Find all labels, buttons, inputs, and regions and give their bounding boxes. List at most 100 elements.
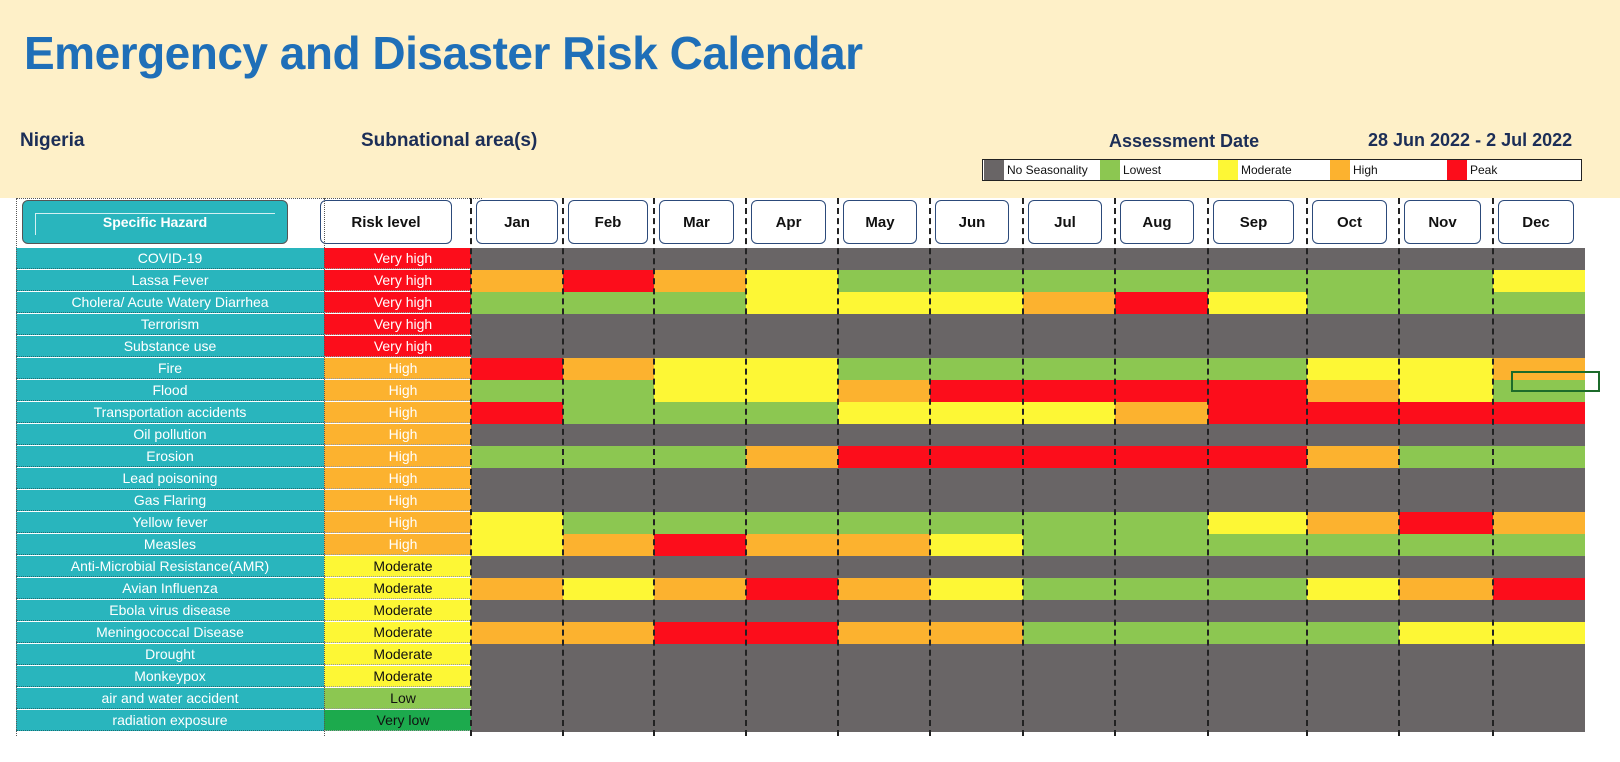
month-cell-apr[interactable] bbox=[746, 622, 838, 644]
month-cell-jan[interactable] bbox=[471, 534, 563, 556]
month-cell-may[interactable] bbox=[838, 622, 930, 644]
month-cell-mar[interactable] bbox=[654, 292, 746, 314]
month-cell-dec[interactable] bbox=[1493, 556, 1585, 578]
month-cell-dec[interactable] bbox=[1493, 358, 1585, 380]
month-cell-oct[interactable] bbox=[1307, 292, 1399, 314]
month-cell-oct[interactable] bbox=[1307, 644, 1399, 666]
risk-level-button[interactable]: Risk level bbox=[320, 200, 452, 244]
month-cell-jan[interactable] bbox=[471, 468, 563, 490]
month-cell-mar[interactable] bbox=[654, 710, 746, 732]
month-cell-sep[interactable] bbox=[1208, 600, 1307, 622]
month-cell-nov[interactable] bbox=[1399, 270, 1493, 292]
month-cell-jun[interactable] bbox=[930, 424, 1023, 446]
month-cell-feb[interactable] bbox=[563, 380, 654, 402]
month-cell-mar[interactable] bbox=[654, 446, 746, 468]
month-cell-jun[interactable] bbox=[930, 710, 1023, 732]
month-cell-oct[interactable] bbox=[1307, 270, 1399, 292]
month-cell-sep[interactable] bbox=[1208, 490, 1307, 512]
month-cell-mar[interactable] bbox=[654, 490, 746, 512]
month-cell-feb[interactable] bbox=[563, 402, 654, 424]
month-cell-nov[interactable] bbox=[1399, 490, 1493, 512]
month-cell-may[interactable] bbox=[838, 710, 930, 732]
month-cell-mar[interactable] bbox=[654, 468, 746, 490]
month-cell-jul[interactable] bbox=[1023, 644, 1115, 666]
month-cell-sep[interactable] bbox=[1208, 578, 1307, 600]
month-cell-aug[interactable] bbox=[1115, 490, 1208, 512]
month-cell-oct[interactable] bbox=[1307, 666, 1399, 688]
month-cell-sep[interactable] bbox=[1208, 644, 1307, 666]
month-cell-jul[interactable] bbox=[1023, 270, 1115, 292]
month-cell-aug[interactable] bbox=[1115, 578, 1208, 600]
month-cell-may[interactable] bbox=[838, 666, 930, 688]
month-cell-apr[interactable] bbox=[746, 490, 838, 512]
month-cell-sep[interactable] bbox=[1208, 710, 1307, 732]
month-cell-may[interactable] bbox=[838, 688, 930, 710]
month-cell-dec[interactable] bbox=[1493, 534, 1585, 556]
month-cell-aug[interactable] bbox=[1115, 468, 1208, 490]
month-header-mar[interactable]: Mar bbox=[659, 200, 734, 244]
month-cell-jun[interactable] bbox=[930, 622, 1023, 644]
month-cell-jan[interactable] bbox=[471, 710, 563, 732]
month-cell-aug[interactable] bbox=[1115, 622, 1208, 644]
month-header-aug[interactable]: Aug bbox=[1120, 200, 1194, 244]
month-cell-oct[interactable] bbox=[1307, 248, 1399, 270]
month-cell-sep[interactable] bbox=[1208, 270, 1307, 292]
month-cell-apr[interactable] bbox=[746, 292, 838, 314]
month-header-sep[interactable]: Sep bbox=[1213, 200, 1294, 244]
month-cell-aug[interactable] bbox=[1115, 270, 1208, 292]
month-cell-sep[interactable] bbox=[1208, 556, 1307, 578]
month-cell-oct[interactable] bbox=[1307, 314, 1399, 336]
month-cell-feb[interactable] bbox=[563, 248, 654, 270]
month-cell-jan[interactable] bbox=[471, 270, 563, 292]
month-header-may[interactable]: May bbox=[843, 200, 917, 244]
month-cell-dec[interactable] bbox=[1493, 248, 1585, 270]
month-cell-jun[interactable] bbox=[930, 556, 1023, 578]
month-cell-feb[interactable] bbox=[563, 688, 654, 710]
month-cell-jun[interactable] bbox=[930, 446, 1023, 468]
month-cell-jan[interactable] bbox=[471, 644, 563, 666]
month-cell-mar[interactable] bbox=[654, 380, 746, 402]
month-cell-feb[interactable] bbox=[563, 534, 654, 556]
month-cell-mar[interactable] bbox=[654, 512, 746, 534]
month-cell-dec[interactable] bbox=[1493, 336, 1585, 358]
month-cell-jan[interactable] bbox=[471, 314, 563, 336]
month-cell-sep[interactable] bbox=[1208, 446, 1307, 468]
month-cell-jul[interactable] bbox=[1023, 380, 1115, 402]
month-cell-jun[interactable] bbox=[930, 534, 1023, 556]
month-cell-may[interactable] bbox=[838, 556, 930, 578]
month-cell-nov[interactable] bbox=[1399, 578, 1493, 600]
month-cell-oct[interactable] bbox=[1307, 446, 1399, 468]
month-cell-aug[interactable] bbox=[1115, 644, 1208, 666]
month-cell-feb[interactable] bbox=[563, 468, 654, 490]
month-cell-oct[interactable] bbox=[1307, 424, 1399, 446]
month-cell-mar[interactable] bbox=[654, 424, 746, 446]
month-cell-dec[interactable] bbox=[1493, 292, 1585, 314]
month-cell-jul[interactable] bbox=[1023, 402, 1115, 424]
month-cell-jan[interactable] bbox=[471, 292, 563, 314]
month-cell-feb[interactable] bbox=[563, 358, 654, 380]
month-cell-apr[interactable] bbox=[746, 600, 838, 622]
month-cell-mar[interactable] bbox=[654, 666, 746, 688]
month-cell-dec[interactable] bbox=[1493, 468, 1585, 490]
month-cell-jan[interactable] bbox=[471, 600, 563, 622]
month-cell-jun[interactable] bbox=[930, 380, 1023, 402]
month-cell-oct[interactable] bbox=[1307, 512, 1399, 534]
month-cell-jan[interactable] bbox=[471, 248, 563, 270]
month-cell-feb[interactable] bbox=[563, 446, 654, 468]
month-cell-feb[interactable] bbox=[563, 710, 654, 732]
month-cell-nov[interactable] bbox=[1399, 402, 1493, 424]
month-cell-jan[interactable] bbox=[471, 622, 563, 644]
month-cell-may[interactable] bbox=[838, 358, 930, 380]
month-cell-jul[interactable] bbox=[1023, 710, 1115, 732]
month-cell-sep[interactable] bbox=[1208, 666, 1307, 688]
month-cell-aug[interactable] bbox=[1115, 446, 1208, 468]
month-cell-dec[interactable] bbox=[1493, 314, 1585, 336]
month-cell-feb[interactable] bbox=[563, 314, 654, 336]
month-cell-jul[interactable] bbox=[1023, 578, 1115, 600]
month-cell-sep[interactable] bbox=[1208, 468, 1307, 490]
month-cell-nov[interactable] bbox=[1399, 380, 1493, 402]
month-header-jun[interactable]: Jun bbox=[935, 200, 1009, 244]
month-cell-aug[interactable] bbox=[1115, 402, 1208, 424]
month-cell-jun[interactable] bbox=[930, 578, 1023, 600]
month-cell-oct[interactable] bbox=[1307, 710, 1399, 732]
